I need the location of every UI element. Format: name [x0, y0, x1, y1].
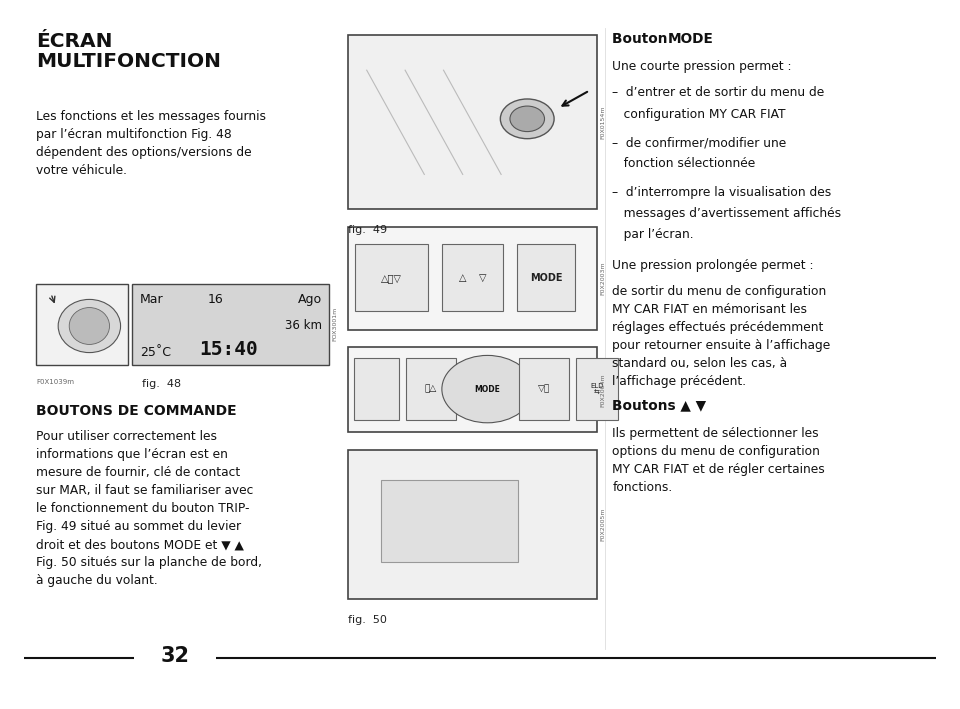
- FancyBboxPatch shape: [348, 450, 597, 599]
- Text: Ⓟ△: Ⓟ△: [424, 384, 437, 393]
- Text: messages d’avertissement affichés: messages d’avertissement affichés: [612, 207, 842, 220]
- FancyBboxPatch shape: [348, 227, 597, 330]
- Text: FOX3001m: FOX3001m: [332, 307, 337, 342]
- Text: △Ⓟ▽: △Ⓟ▽: [381, 273, 402, 283]
- FancyBboxPatch shape: [348, 35, 597, 209]
- Text: F0X2003m: F0X2003m: [600, 262, 605, 295]
- Text: F0X1039m: F0X1039m: [36, 379, 75, 385]
- Text: 16: 16: [207, 294, 223, 306]
- Text: Mar: Mar: [140, 294, 164, 306]
- Text: F0X2005m: F0X2005m: [600, 508, 605, 542]
- Text: fig.  49: fig. 49: [348, 225, 387, 235]
- Text: ÉCRAN
MULTIFONCTION: ÉCRAN MULTIFONCTION: [36, 32, 222, 72]
- Text: Boutons ▲ ▼: Boutons ▲ ▼: [612, 398, 707, 413]
- Text: Une courte pression permet :: Une courte pression permet :: [612, 60, 792, 73]
- Circle shape: [442, 355, 533, 423]
- Text: fig.  48: fig. 48: [142, 379, 181, 389]
- Text: 15:40: 15:40: [200, 340, 258, 359]
- Text: F0X2004m: F0X2004m: [600, 373, 605, 407]
- Text: par l’écran.: par l’écran.: [612, 228, 694, 241]
- Circle shape: [500, 99, 554, 139]
- Text: 25˚C: 25˚C: [140, 345, 171, 359]
- Text: BOUTONS DE COMMANDE: BOUTONS DE COMMANDE: [36, 404, 237, 418]
- Text: Ago: Ago: [298, 294, 322, 306]
- Text: ▽Ⓟ: ▽Ⓟ: [538, 384, 550, 393]
- Text: fonction sélectionnée: fonction sélectionnée: [612, 157, 756, 170]
- Text: Bouton: Bouton: [612, 32, 673, 46]
- Text: –  d’entrer et de sortir du menu de: – d’entrer et de sortir du menu de: [612, 86, 825, 99]
- Text: MODE: MODE: [474, 384, 500, 393]
- Text: ELD
⇆: ELD ⇆: [590, 383, 604, 396]
- FancyBboxPatch shape: [443, 245, 503, 311]
- Ellipse shape: [69, 308, 109, 345]
- Text: Les fonctions et les messages fournis
par l’écran multifonction Fig. 48
dépenden: Les fonctions et les messages fournis pa…: [36, 110, 267, 177]
- Text: de sortir du menu de configuration
MY CAR FIAT en mémorisant les
réglages effect: de sortir du menu de configuration MY CA…: [612, 285, 830, 388]
- FancyBboxPatch shape: [517, 245, 575, 311]
- Text: fig.  50: fig. 50: [348, 615, 386, 625]
- Text: MODE: MODE: [530, 273, 563, 283]
- Text: –  d’interrompre la visualisation des: – d’interrompre la visualisation des: [612, 186, 831, 199]
- Text: configuration MY CAR FIAT: configuration MY CAR FIAT: [612, 108, 786, 121]
- FancyBboxPatch shape: [576, 359, 618, 420]
- Circle shape: [510, 106, 544, 132]
- FancyBboxPatch shape: [36, 284, 128, 365]
- Ellipse shape: [59, 299, 121, 352]
- Text: Pour utiliser correctement les
informations que l’écran est en
mesure de fournir: Pour utiliser correctement les informati…: [36, 430, 262, 587]
- FancyBboxPatch shape: [354, 359, 399, 420]
- FancyBboxPatch shape: [132, 284, 329, 365]
- Text: Ils permettent de sélectionner les
options du menu de configuration
MY CAR FIAT : Ils permettent de sélectionner les optio…: [612, 427, 826, 493]
- Text: 36 km: 36 km: [284, 320, 322, 333]
- Text: △    ▽: △ ▽: [459, 273, 487, 283]
- FancyBboxPatch shape: [406, 359, 456, 420]
- Text: F0X0154m: F0X0154m: [600, 106, 605, 139]
- Text: Une pression prolongée permet :: Une pression prolongée permet :: [612, 259, 814, 272]
- Text: –  de confirmer/modifier une: – de confirmer/modifier une: [612, 136, 787, 149]
- FancyBboxPatch shape: [519, 359, 569, 420]
- FancyBboxPatch shape: [355, 245, 428, 311]
- Text: MODE: MODE: [668, 32, 714, 46]
- FancyBboxPatch shape: [348, 347, 597, 432]
- Text: 32: 32: [160, 646, 189, 666]
- FancyBboxPatch shape: [381, 480, 518, 562]
